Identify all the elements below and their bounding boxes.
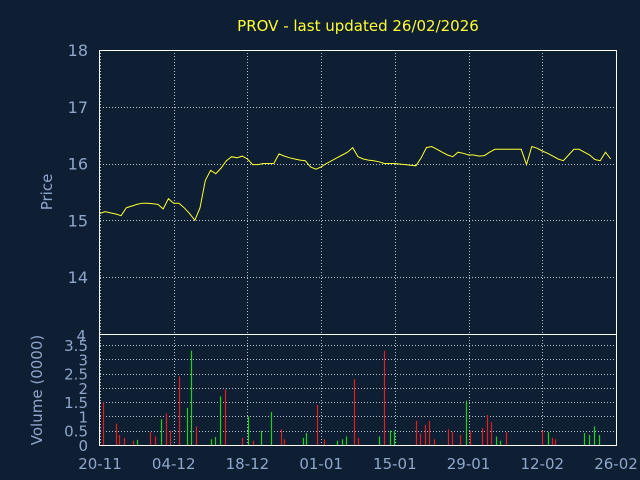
x-tick-label: 12-02 xyxy=(520,455,564,473)
price-line xyxy=(99,145,612,222)
x-axis: 20-11 04-12 18-12 01-01 15-01 29-01 12-02 26-02 xyxy=(78,455,638,473)
price-y-tick-label: 18 xyxy=(68,41,88,60)
volume-y-tick-label: 1 xyxy=(78,408,88,426)
price-y-tick-label: 14 xyxy=(68,268,88,287)
volume-y-tick-label: 3 xyxy=(78,351,88,369)
x-tick-label: 01-01 xyxy=(299,455,343,473)
price-y-axis: 14 15 16 17 18 xyxy=(68,41,88,287)
volume-y-tick-label: 2 xyxy=(78,380,88,398)
volume-y-tick-label: 0.5 xyxy=(64,423,88,441)
chart-title: PROV - last updated 26/02/2026 xyxy=(237,17,479,35)
volume-panel-frame xyxy=(99,334,617,446)
volume-y-tick-label: 1.5 xyxy=(64,394,88,412)
x-tick-label: 04-12 xyxy=(152,455,196,473)
volume-y-axis-label: Volume (0000) xyxy=(28,335,46,445)
volume-y-tick-label: 2.5 xyxy=(64,366,88,384)
x-tick-label: 26-02 xyxy=(594,455,638,473)
volume-bars xyxy=(102,350,601,445)
price-y-tick-label: 16 xyxy=(68,155,88,174)
price-y-tick-label: 17 xyxy=(68,98,88,117)
volume-y-tick-label: 3.5 xyxy=(64,337,88,355)
volume-y-tick-label: 0 xyxy=(78,437,88,455)
price-y-tick-label: 15 xyxy=(68,211,88,230)
volume-y-axis: 00.511.522.533.5 xyxy=(64,337,88,455)
x-tick-label: 29-01 xyxy=(447,455,491,473)
x-tick-label: 15-01 xyxy=(373,455,417,473)
volume-panel: 00.511.522.533.5 Volume (0000) xyxy=(28,334,617,455)
x-tick-label: 20-11 xyxy=(78,455,122,473)
x-tick-label: 18-12 xyxy=(226,455,270,473)
price-y-axis-label: Price xyxy=(38,174,56,211)
price-panel: 14 15 16 17 18 4 Price xyxy=(38,41,617,345)
price-bottom-label: 4 xyxy=(76,327,86,345)
